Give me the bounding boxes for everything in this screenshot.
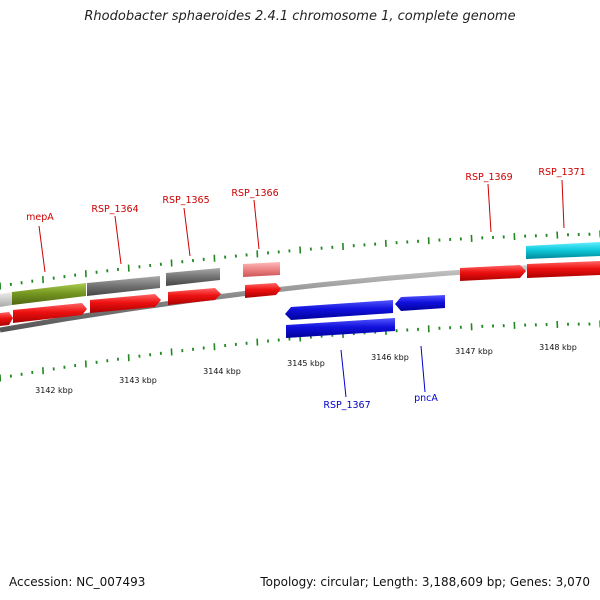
feature-gray-1[interactable] bbox=[87, 276, 160, 296]
gene-leaders-bottom bbox=[340, 345, 426, 398]
genome-stats-text: Topology: circular; Length: 3,188,609 bp… bbox=[260, 575, 590, 589]
cds-arrow[interactable] bbox=[460, 265, 526, 281]
tick-marks-outer bbox=[0, 230, 600, 290]
scale-label: 3143 kbp bbox=[119, 376, 157, 385]
gene-label-pncA: pncA bbox=[414, 393, 438, 404]
gene-leaders-top bbox=[38, 179, 565, 273]
scale-label: 3145 kbp bbox=[287, 359, 325, 368]
feature-olive[interactable] bbox=[12, 283, 86, 305]
feature-gray-2[interactable] bbox=[166, 268, 220, 286]
feature-lane-outer bbox=[0, 242, 600, 307]
scale-label: 3142 kbp bbox=[35, 386, 73, 395]
scale-label: 3147 kbp bbox=[455, 347, 493, 356]
accession-text: Accession: NC_007493 bbox=[9, 575, 146, 589]
scale-label: 3146 kbp bbox=[371, 353, 409, 362]
feature-cyan[interactable] bbox=[526, 242, 600, 259]
gene-label-rsp-1371: RSP_1371 bbox=[538, 167, 585, 178]
cds-arrow[interactable] bbox=[13, 303, 87, 323]
cds-arrow[interactable] bbox=[245, 283, 281, 298]
cds-arrow[interactable] bbox=[0, 312, 13, 326]
gene-label-rsp-1365: RSP_1365 bbox=[162, 195, 209, 206]
cds-arrow-reverse[interactable] bbox=[285, 300, 393, 320]
gene-label-rsp-1369: RSP_1369 bbox=[465, 172, 512, 183]
cds-lane-reverse bbox=[285, 295, 445, 338]
cds-lane-forward bbox=[0, 261, 600, 326]
gene-label-mepA: mepA bbox=[26, 212, 54, 223]
gene-label-rsp-1366: RSP_1366 bbox=[231, 188, 278, 199]
cds-arrow-reverse[interactable] bbox=[395, 295, 445, 311]
map-title: Rhodobacter sphaeroides 2.4.1 chromosome… bbox=[84, 9, 516, 24]
gene-label-rsp-1364: RSP_1364 bbox=[91, 204, 138, 215]
scale-label: 3144 kbp bbox=[203, 367, 241, 376]
cds-arrow[interactable] bbox=[168, 288, 221, 305]
gene-label-rsp-1367: RSP_1367 bbox=[323, 400, 370, 411]
cds-rect-reverse[interactable] bbox=[286, 318, 395, 338]
feature-light-gray[interactable] bbox=[0, 292, 12, 307]
scale-label: 3148 kbp bbox=[539, 343, 577, 352]
feature-pink[interactable] bbox=[243, 262, 280, 277]
cds-arrow[interactable] bbox=[90, 294, 161, 313]
cds-arrow[interactable] bbox=[527, 261, 600, 278]
